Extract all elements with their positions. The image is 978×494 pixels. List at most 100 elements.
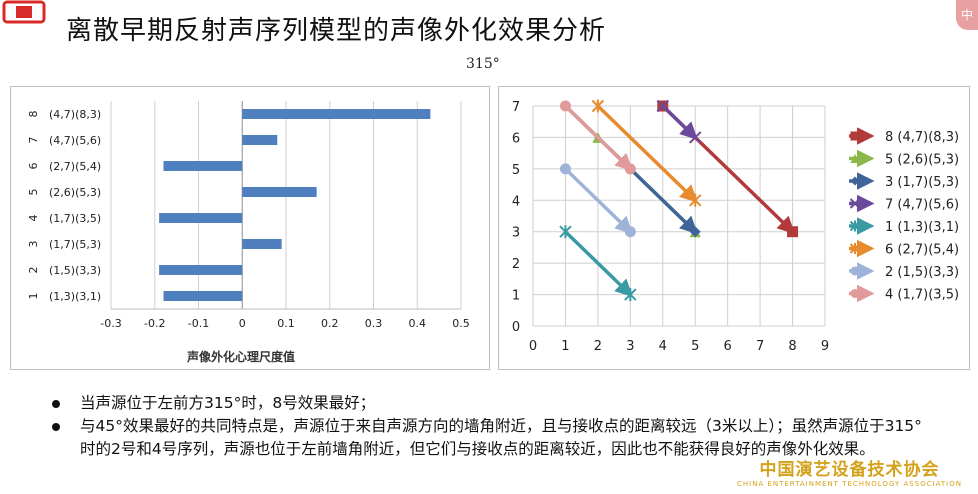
circle-marker-icon [624, 226, 636, 238]
bar-chart-bars [159, 109, 431, 301]
legend-item-3: 3 (1,7)(5,3) [849, 172, 959, 190]
bar-1 [163, 291, 243, 301]
bar-chart-panel: 1 (1,3)(3,1) 2 (1,5)(3,3) 3 (1,7)(5,3) 4 (1,7)(… [10, 86, 490, 370]
bullet-text-1: 当声源位于左前方315°时，8号效果最好； [80, 394, 376, 412]
bar-x-tick-label: 0 [239, 317, 246, 330]
corner-badge: 中 [956, 0, 978, 30]
legend-label: 6 (2,7)(5,4) [885, 243, 959, 258]
bar-index-label: 2 [27, 267, 40, 274]
diamond-marker-icon [850, 176, 860, 186]
vec-x-tick-label: 1 [561, 339, 569, 354]
vec-y-tick-label: 4 [512, 194, 520, 209]
vec-x-tick-label: 3 [626, 339, 634, 354]
bar-category-label: (2,7)(5,4) [49, 160, 101, 173]
bar-category-label: (1,5)(3,3) [49, 264, 101, 277]
slide-title: 离散早期反射声序列模型的声像外化效果分析 [66, 16, 607, 46]
bullet-dot-icon [52, 423, 60, 431]
bullet-item-2: 与45°效果最好的共同特点是，声源位于来自声源方向的墙角附近，且与接收点的距离较… [52, 415, 932, 461]
star-marker-icon [624, 288, 637, 302]
vec-series-line [564, 167, 633, 235]
vec-x-tick-label: 7 [756, 339, 764, 354]
legend-item-6: 6 (2,7)(5,4) [849, 239, 959, 258]
legend-item-8: 4 (1,7)(3,5) [849, 284, 959, 303]
bar-x-tick-label: 0.3 [365, 317, 383, 330]
bar-3 [242, 239, 282, 249]
vec-series-line [596, 104, 698, 203]
vec-x-tick-label: 8 [788, 339, 796, 354]
star-marker-icon [849, 220, 861, 232]
legend-item-1: 8 (4,7)(8,3) [849, 127, 959, 145]
vector-chart: 0 1 2 3 4 5 6 7 8 9 0 1 2 3 4 5 6 7 8 (4,7)(8,3) 5 (2,6)(5… [512, 99, 959, 354]
bar-category-label: (2,6)(5,3) [49, 186, 101, 199]
vec-x-tick-label: 5 [691, 339, 699, 354]
vec-series-7 [559, 163, 636, 238]
x-marker-icon [849, 198, 861, 209]
legend-label: 2 (1,5)(3,3) [885, 265, 959, 280]
bar-index-label: 1 [27, 293, 40, 300]
watermark-en: CHINA ENTERTAINMENT TECHNOLOGY ASSOCIATI… [736, 480, 962, 488]
bar-index-label: 7 [27, 137, 40, 144]
vec-series-line [564, 230, 633, 298]
bar-category-label: (1,7)(3,5) [49, 212, 101, 225]
vec-y-tick-label: 7 [512, 100, 520, 115]
vec-x-tick-label: 0 [529, 339, 537, 354]
legend-label: 1 (1,3)(3,1) [885, 220, 959, 235]
star-marker-icon [849, 243, 861, 254]
circle-marker-icon [559, 100, 571, 112]
vector-chart-legend: 8 (4,7)(8,3) 5 (2,6)(5,3) 3 (1,7)(5,3) 7 (4… [849, 127, 959, 303]
diamond-marker-icon [689, 226, 701, 238]
star-marker-icon [559, 225, 572, 239]
square-marker-icon [787, 226, 799, 238]
bar-chart-category-labels: 1 (1,3)(3,1) 2 (1,5)(3,3) 3 (1,7)(5,3) 4 (1,7)(… [27, 108, 101, 303]
bullet-item-1: 当声源位于左前方315°时，8号效果最好； [52, 392, 932, 415]
bullet-list: 当声源位于左前方315°时，8号效果最好； 与45°效果最好的共同特点是，声源位… [52, 392, 932, 461]
legend-label: 8 (4,7)(8,3) [885, 130, 959, 145]
vec-series-6 [591, 99, 702, 207]
bar-index-label: 8 [27, 111, 40, 118]
bar-8 [242, 109, 431, 119]
x-marker-icon [656, 99, 669, 113]
logo-icon [0, 0, 48, 26]
bar-7 [242, 135, 278, 145]
vec-series-8 [559, 100, 636, 175]
bar-5 [242, 187, 317, 197]
vector-chart-ticks: 0 1 2 3 4 5 6 7 8 9 0 1 2 3 4 5 6 7 [512, 100, 829, 354]
bar-index-label: 3 [27, 241, 40, 248]
circle-marker-icon [624, 163, 636, 175]
slide-subtitle: 315° [466, 56, 500, 72]
bar-category-label: (4,7)(5,6) [49, 134, 101, 147]
legend-item-5: 1 (1,3)(3,1) [849, 217, 959, 235]
circle-marker-icon [850, 266, 860, 276]
vector-chart-series [559, 99, 799, 302]
bar-chart-x-label: 声像外化心理尺度值 [186, 349, 295, 364]
vec-x-tick-label: 2 [594, 339, 602, 354]
bar-index-label: 5 [27, 189, 40, 196]
bar-x-tick-label: 0.1 [277, 317, 295, 330]
bullet-text-2: 与45°效果最好的共同特点是，声源位于来自声源方向的墙角附近，且与接收点的距离较… [80, 417, 922, 458]
legend-item-4: 7 (4,7)(5,6) [849, 194, 959, 213]
star-marker-icon [591, 99, 605, 113]
x-marker-icon [689, 131, 702, 144]
vec-series-4 [656, 99, 702, 144]
bar-4 [159, 213, 243, 223]
bar-x-tick-label: -0.3 [100, 317, 121, 330]
bar-category-label: (1,7)(5,3) [49, 238, 101, 251]
vec-y-tick-label: 6 [512, 131, 520, 146]
bar-x-tick-label: -0.2 [144, 317, 165, 330]
association-watermark: 中国演艺设备技术协会 CHINA ENTERTAINMENT TECHNOLOG… [737, 455, 962, 488]
bar-index-label: 6 [27, 163, 40, 170]
vec-series-5 [559, 225, 637, 302]
bar-index-label: 4 [27, 215, 40, 222]
bar-x-tick-label: 0.2 [321, 317, 339, 330]
legend-item-7: 2 (1,5)(3,3) [849, 262, 959, 280]
vec-y-tick-label: 1 [512, 289, 520, 304]
vec-series-line [564, 104, 633, 172]
circle-marker-icon [850, 289, 860, 298]
bar-x-tick-label: 0.5 [452, 317, 470, 330]
bar-chart-x-ticks: -0.3 -0.2 -0.1 0 0.1 0.2 0.3 0.4 0.5 [100, 317, 469, 330]
watermark-cn: 中国演艺设备技术协会 [759, 460, 940, 480]
bar-chart: 1 (1,3)(3,1) 2 (1,5)(3,3) 3 (1,7)(5,3) 4 (1,7)(… [27, 101, 470, 364]
bar-x-tick-label: 0.4 [409, 317, 427, 330]
vec-y-tick-label: 0 [512, 320, 520, 335]
legend-label: 3 (1,7)(5,3) [885, 175, 959, 190]
